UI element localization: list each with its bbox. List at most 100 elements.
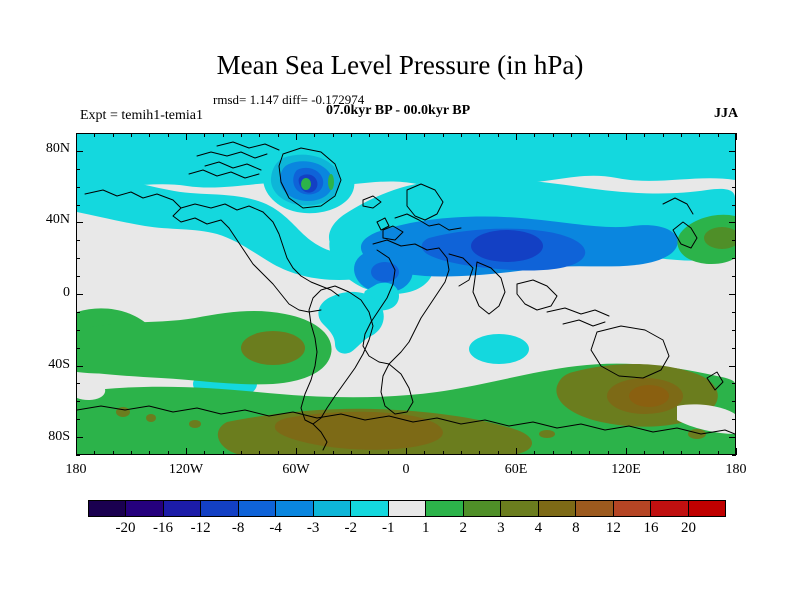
page-title: Mean Sea Level Pressure (in hPa) [216,50,584,80]
colorbar-tick-label: -20 [115,520,136,536]
y-tick-mark [76,401,80,403]
x-tick-mark [699,451,701,455]
colorbar-tick-label: -1 [381,520,395,536]
y-tick-mark [76,222,83,224]
x-tick-mark [644,451,646,455]
map-gap-weddell [677,404,735,434]
anomaly-band-indian-core [241,331,305,365]
x-tick-mark [424,451,426,455]
x-tick-mark-top [571,133,572,137]
x-tick-mark [167,451,169,455]
x-tick-mark [241,451,242,455]
y-tick-mark-right [732,383,736,385]
x-tick-mark-top [94,133,96,137]
x-tick-mark [479,451,481,455]
x-tick-mark-top [186,133,187,140]
x-tick-mark [351,451,352,455]
y-tick-mark [76,258,80,260]
y-tick-mark-right [729,294,736,295]
season-annotation: JJA [714,106,739,121]
anomaly-band-central-asia-core [371,262,399,282]
colorbar-segment [276,501,314,516]
y-tick-mark-right [732,133,736,134]
y-tick-mark-right [732,455,736,456]
y-tick-mark [76,204,80,206]
x-tick-mark [369,451,371,455]
colorbar-segment [463,501,502,516]
x-tick-mark [259,451,261,455]
x-tick-mark [497,451,499,455]
x-tick-mark [296,448,297,455]
x-tick-mark [534,451,536,455]
y-tick-mark [76,347,80,349]
x-tick-mark-top [241,133,242,137]
x-tick-mark-top [607,133,609,137]
x-tick-mark-top [681,133,682,137]
y-tick-mark-right [729,222,736,224]
x-tick-mark-top [516,133,517,140]
x-tick-mark [277,451,279,455]
x-tick-label-60w: 60W [282,462,310,477]
x-tick-mark-top [479,133,481,137]
colorbar-segment [313,501,352,516]
x-tick-mark [94,451,96,455]
x-tick-mark [442,451,444,455]
x-tick-mark-top [424,133,426,137]
x-tick-mark-top [644,133,646,137]
colorbar-segment [351,501,389,516]
y-tick-mark [76,294,83,295]
anomaly-band-south-america [318,291,384,354]
y-tick-mark [76,383,80,385]
y-tick-mark-right [729,150,736,152]
y-tick-mark [76,186,80,188]
x-tick-mark [607,451,609,455]
x-tick-mark-top [662,133,664,137]
x-tick-label-60e: 60E [504,462,528,477]
x-tick-mark [76,448,77,455]
y-tick-mark-right [732,276,736,278]
x-tick-mark [149,451,151,455]
x-tick-mark [332,451,334,455]
y-tick-mark-right [732,311,736,313]
x-tick-mark-top [351,133,352,137]
colorbar-segment [388,501,427,516]
map-gap-se-pacific [77,379,106,400]
x-tick-mark-top [314,133,316,137]
map-plot-area [76,133,736,455]
x-tick-mark [552,451,554,455]
x-tick-mark-top [259,133,261,137]
colorbar-tick-label: 2 [459,520,468,536]
y-tick-label-40s: 40S [48,357,70,372]
y-tick-label-80n: 80N [45,141,70,156]
x-tick-mark [222,451,224,455]
y-tick-mark [76,419,80,421]
coastline-overlay [77,141,735,451]
x-tick-mark-top [167,133,169,137]
y-tick-mark-right [729,365,736,367]
world-anomaly-map [77,134,735,454]
y-tick-mark-right [729,437,736,439]
x-tick-mark-top [534,133,536,137]
anomaly-speck [539,430,555,438]
x-tick-mark-top [131,133,132,137]
anomaly-band-nw-pacific-core [704,227,735,249]
y-tick-mark-right [732,329,736,331]
x-tick-mark [406,448,407,455]
y-tick-mark [76,311,80,313]
x-tick-mark [626,448,627,455]
colorbar-tick-label: -4 [269,520,282,536]
colorbar-segment [501,501,539,516]
colorbar-segment [126,501,164,516]
y-tick-mark [76,150,83,152]
colorbar-tick-label: 1 [422,520,430,536]
x-tick-mark [204,451,206,455]
x-tick-mark-top [699,133,701,137]
x-tick-label-120w: 120W [168,462,204,477]
x-tick-mark-top [552,133,554,137]
x-tick-mark [736,448,737,455]
anomaly-spot-greenland-positive [301,178,311,190]
x-tick-mark [314,451,316,455]
colorbar-segment [89,501,127,516]
anomaly-spot-greenland-positive-2 [328,174,334,190]
